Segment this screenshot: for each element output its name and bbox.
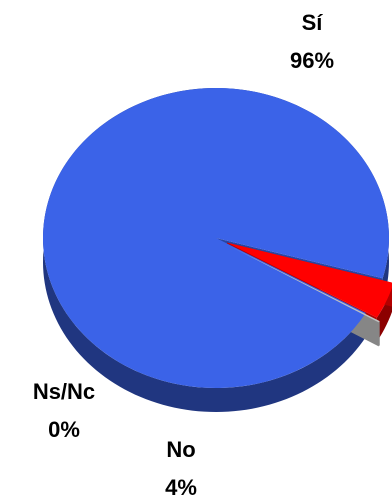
pie-slices <box>43 87 392 412</box>
slice-value-ns-nc: 0% <box>48 417 80 442</box>
slice-label-no: No <box>166 437 195 462</box>
pie-labels: Sí 96% No 4% Ns/Nc 0% <box>33 10 334 500</box>
slice-value-no: 4% <box>165 475 197 500</box>
pie-slice-ns-nc <box>229 246 380 323</box>
slice-label-ns-nc: Ns/Nc <box>33 379 95 404</box>
slice-label-si: Sí <box>302 10 324 35</box>
slice-value-si: 96% <box>290 48 334 73</box>
pie-slice-si <box>43 87 390 388</box>
pie-slice-no <box>227 242 392 318</box>
